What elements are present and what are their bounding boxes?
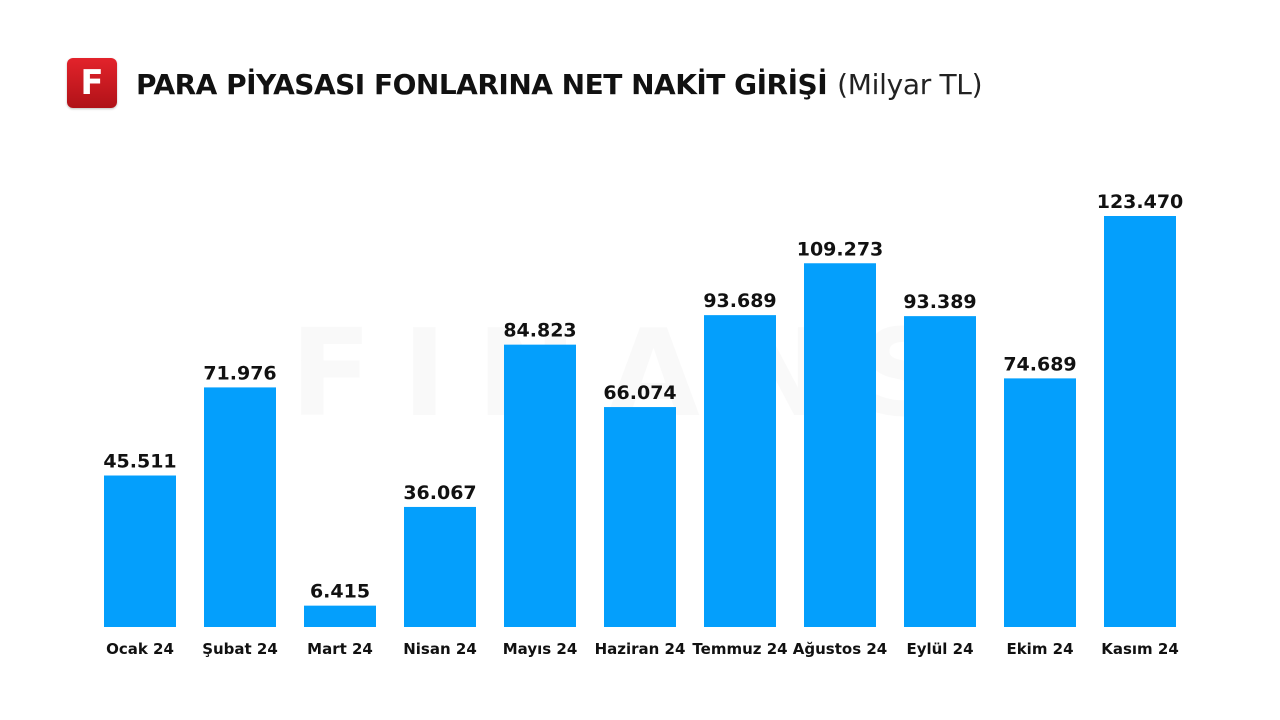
category-label: Ekim 24 [1006, 640, 1073, 658]
value-label: 93.389 [903, 291, 976, 313]
bar-8 [804, 263, 876, 627]
category-label: Nisan 24 [403, 640, 477, 658]
value-label: 66.074 [603, 382, 676, 404]
category-label: Ocak 24 [106, 640, 174, 658]
category-label: Temmuz 24 [692, 640, 787, 658]
category-label: Haziran 24 [595, 640, 686, 658]
value-label: 6.415 [310, 581, 370, 603]
category-label: Şubat 24 [202, 640, 278, 658]
bar-3 [304, 605, 376, 627]
category-label: Eylül 24 [906, 640, 973, 658]
bar-10 [1004, 378, 1076, 627]
value-label: 74.689 [1003, 353, 1076, 375]
bar-6 [604, 407, 676, 627]
chart-title: PARA PİYASASI FONLARINA NET NAKİT GİRİŞİ… [136, 62, 983, 106]
bar-4 [404, 506, 476, 627]
value-label: 93.689 [703, 290, 776, 312]
value-label: 36.067 [403, 482, 476, 504]
bar-9 [904, 316, 976, 627]
chart-title-unit: (Milyar TL) [837, 67, 983, 101]
value-label: 71.976 [203, 362, 276, 384]
bar-7 [704, 315, 776, 627]
category-label: Mart 24 [307, 640, 373, 658]
category-label: Kasım 24 [1101, 640, 1179, 658]
bar-1 [104, 475, 176, 627]
category-label: Ağustos 24 [793, 640, 887, 658]
brand-logo: F [67, 58, 117, 108]
chart-title-main: PARA PİYASASI FONLARINA NET NAKİT GİRİŞİ [136, 67, 828, 101]
value-label: 84.823 [503, 320, 576, 342]
category-label: Mayıs 24 [503, 640, 578, 658]
bar-11 [1104, 216, 1176, 627]
value-label: 109.273 [797, 238, 884, 260]
value-label: 45.511 [103, 451, 176, 473]
bar-2 [204, 387, 276, 627]
bar-5 [504, 344, 576, 627]
logo-letter: F [80, 63, 104, 103]
value-label: 123.470 [1097, 191, 1184, 213]
